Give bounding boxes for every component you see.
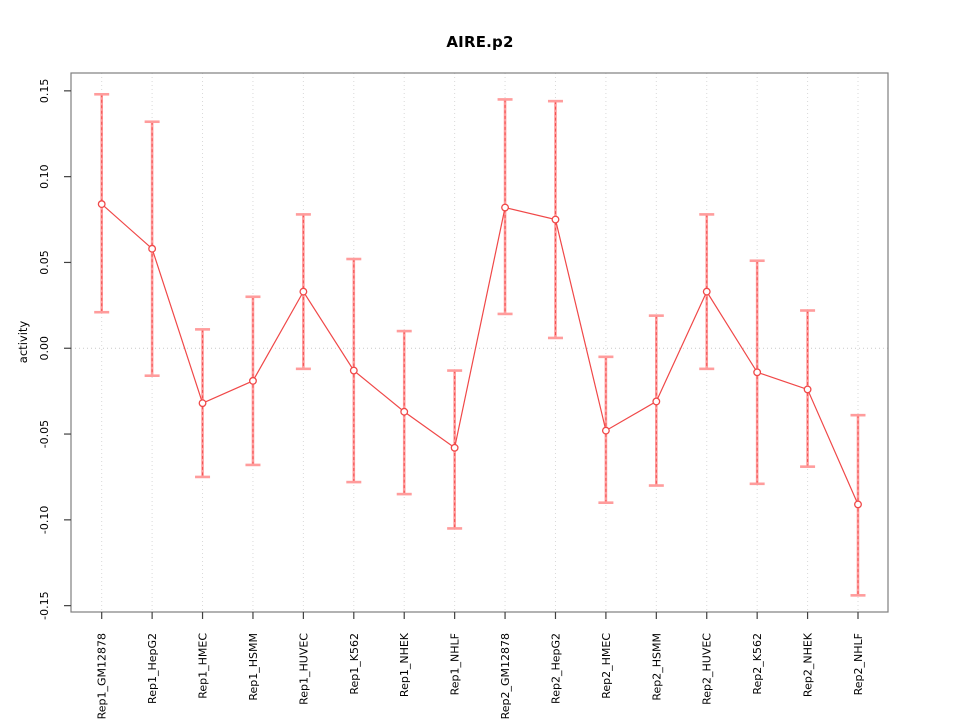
y-tick-label: -0.05 — [38, 420, 51, 448]
data-point — [702, 287, 711, 296]
y-tick-label: 0.10 — [38, 164, 51, 189]
y-tick-label: 0.00 — [38, 336, 51, 361]
x-tick-label: Rep1_HUVEC — [297, 633, 310, 705]
data-point — [400, 407, 409, 416]
x-tick-label: Rep1_HSMM — [247, 633, 260, 701]
x-tick-label: Rep1_NHEK — [398, 632, 411, 697]
x-tick-label: Rep1_GM12878 — [96, 633, 109, 719]
data-point — [803, 385, 812, 394]
y-tick-label: 0.15 — [38, 79, 51, 104]
data-point — [551, 215, 560, 224]
x-tick-label: Rep2_HMEC — [600, 633, 613, 699]
y-tick-label: -0.10 — [38, 506, 51, 534]
x-tick-label: Rep2_K562 — [751, 633, 764, 695]
series-line — [101, 203, 859, 505]
data-point — [753, 368, 762, 377]
data-point — [299, 287, 308, 296]
y-tick-label: -0.15 — [38, 591, 51, 619]
x-tick-label: Rep2_HSMM — [650, 633, 663, 701]
data-point — [97, 200, 106, 209]
x-tick-label: Rep2_GM12878 — [499, 633, 512, 719]
data-point — [450, 443, 459, 452]
data-point — [349, 366, 358, 375]
x-tick-label: Rep2_NHLF — [852, 633, 865, 695]
data-point — [601, 426, 610, 435]
x-tick-label: Rep1_HepG2 — [146, 633, 159, 704]
x-tick-label: Rep1_K562 — [348, 633, 361, 695]
y-tick-label: 0.05 — [38, 250, 51, 275]
chart-title: AIRE.p2 — [446, 33, 514, 51]
x-tick-label: Rep2_NHEK — [802, 632, 815, 697]
data-point — [854, 500, 862, 509]
x-tick-label: Rep2_HepG2 — [549, 633, 562, 704]
x-tick-label: Rep1_HMEC — [197, 633, 210, 699]
y-axis-label: activity — [16, 321, 30, 364]
data-point — [652, 397, 661, 406]
x-tick-label: Rep1_NHLF — [449, 633, 462, 695]
data-point — [501, 203, 510, 212]
data-point — [198, 399, 207, 408]
plot-frame — [70, 72, 889, 613]
data-point — [148, 244, 157, 253]
x-tick-label: Rep2_HUVEC — [701, 633, 714, 705]
data-point — [249, 376, 257, 385]
